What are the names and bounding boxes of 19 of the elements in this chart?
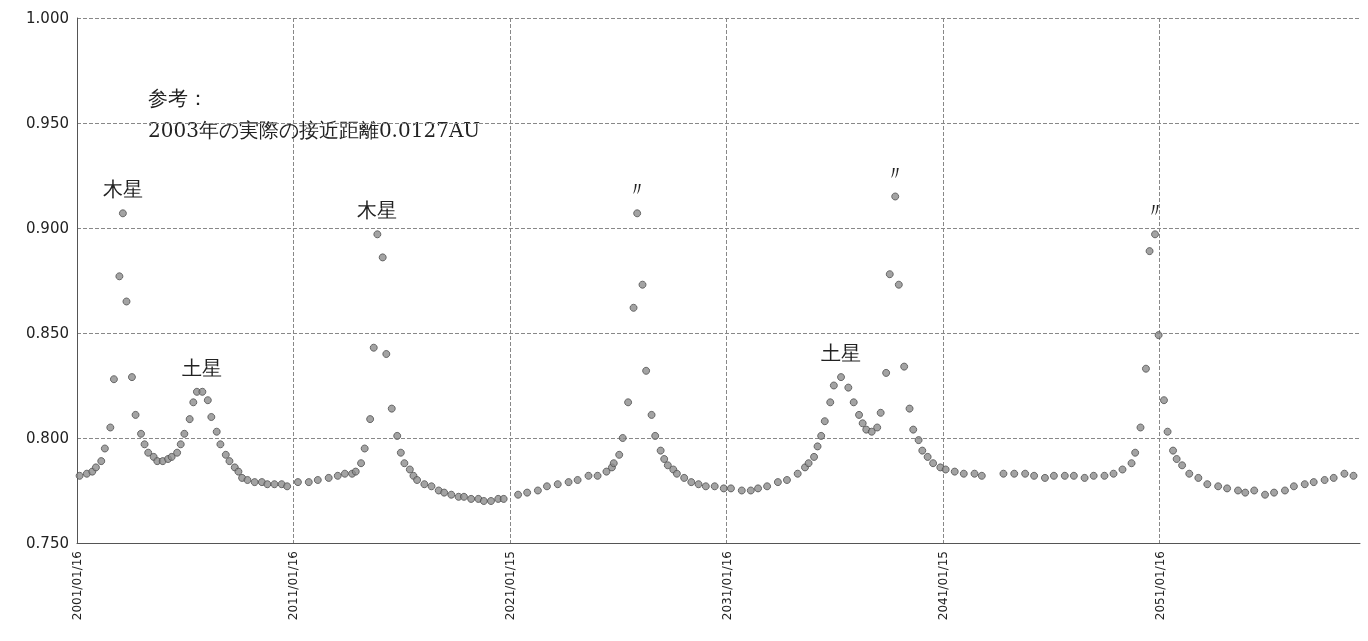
x-tick-label: 2021/01/15	[502, 551, 517, 621]
annotation: 〃	[1145, 198, 1166, 223]
y-tick-label: 0.850	[26, 324, 69, 342]
annotation: 土星	[182, 355, 223, 380]
y-tick-label: 0.900	[26, 219, 69, 237]
y-tick-label: 0.800	[26, 429, 69, 447]
annotation: 木星	[357, 198, 398, 223]
annotation: 〃	[885, 160, 906, 185]
annotation: 木星	[102, 177, 143, 202]
y-tick-label: 0.950	[26, 114, 69, 132]
x-tick-label: 2001/01/16	[70, 551, 84, 621]
x-tick-label: 2041/01/15	[935, 551, 950, 621]
x-tick-label: 2051/01/16	[1152, 551, 1167, 621]
x-tick-label: 2011/01/16	[286, 551, 301, 621]
y-tick-label: 1.000	[26, 9, 69, 27]
x-tick-label: 2031/01/16	[719, 551, 734, 621]
annotation: 土星	[821, 341, 862, 366]
y-tick-label: 0.750	[26, 534, 69, 552]
annotation: 〃	[627, 177, 648, 202]
